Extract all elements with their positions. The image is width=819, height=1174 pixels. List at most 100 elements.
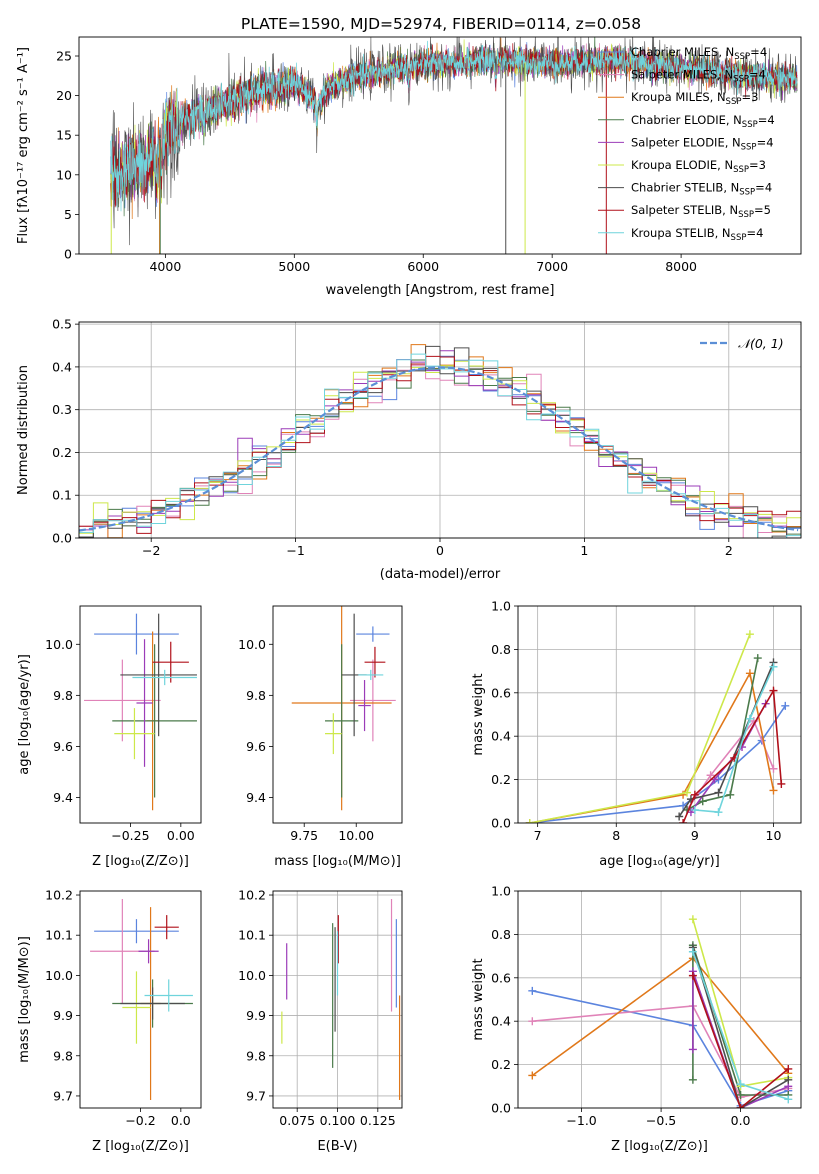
weight_vs_Z-marker-cs-2	[784, 1075, 793, 1084]
age_vs_Z-point-ks	[132, 669, 197, 686]
weight_vs_age-marker-km-3	[769, 786, 778, 795]
spectrum-ytick-label-4: 20	[56, 88, 72, 103]
age_vs_Z-point-se	[136, 639, 153, 767]
weight_vs_Z-xtick-label-0: −1.0	[566, 1113, 596, 1128]
weight_vs_age-ytick-label-5: 1.0	[491, 599, 511, 614]
weight_vs_age-ytick-label-0: 0.0	[491, 816, 511, 831]
spectrum-xtick-label-1: 5000	[278, 259, 310, 274]
spectrum-xtick-label-2: 6000	[407, 259, 439, 274]
legend-ssp-ce: 4	[767, 113, 774, 127]
weight_vs_age-ytick-label-2: 0.4	[491, 729, 511, 744]
weight_vs_age-marker-ks-1	[714, 808, 723, 817]
legend-item-se: Salpeter ELODIE, NSSP=4	[598, 135, 774, 152]
legend-eq-se: =	[757, 135, 767, 149]
residuals-xtick-label-1: −1	[286, 543, 304, 558]
age_vs_mass-point-sm	[349, 659, 396, 742]
age_vs_Z-xtick-label-1: 0.00	[167, 828, 195, 843]
weight_vs_age-marker-km-2	[745, 669, 754, 678]
mass_vs_EBV-ytick-label-0: 9.7	[246, 1088, 266, 1103]
legend-item-cm: Chabrier MILES, NSSP=4	[598, 45, 767, 62]
mass_vs_Z-point-se	[138, 939, 159, 964]
legend-ssp-cm: 4	[760, 45, 767, 59]
legend-eq-ke: =	[749, 158, 759, 172]
weight_vs_age-xtick-label-0: 7	[534, 828, 542, 843]
legend-item-ce: Chabrier ELODIE, NSSP=4	[598, 113, 775, 130]
weight_vs_Z-frame	[517, 890, 802, 1109]
age_vs_mass-xtick-label-0: 9.75	[290, 828, 318, 843]
legend-subscript-se: SSP	[741, 142, 757, 152]
residuals-ytick-label-5: 0.5	[52, 317, 72, 332]
mass_vs_Z-ytick-label-3: 10.0	[45, 968, 73, 983]
age_vs_Z-ytick-label-2: 9.8	[53, 688, 73, 703]
age_vs_Z-ytick-label-0: 9.4	[53, 790, 73, 805]
age_vs_Z-panel: −0.25 0.00 9.4 9.6 9.8 10.0 Z [log₁₀(Z/Z⊙)] age…	[17, 605, 202, 869]
legend-item-sm: Salpeter MILES, NSSP=4	[598, 68, 766, 85]
spectrum-plot-area	[110, 37, 798, 254]
legend-label-ce: Chabrier ELODIE, NSSP=4	[631, 113, 775, 130]
legend-label-cm: Chabrier MILES, NSSP=4	[631, 45, 767, 62]
age_vs_mass-point-cm	[356, 626, 390, 642]
weight_vs_age-marker-sm-1	[706, 771, 715, 780]
legend-eq-sm: =	[749, 68, 759, 82]
weight_vs_Z-ytick-label-5: 1.0	[491, 884, 511, 899]
residuals-hist-cs	[79, 345, 801, 538]
legend-eq-ks: =	[746, 226, 756, 240]
legend-subscript-ce: SSP	[742, 120, 758, 130]
legend-label-sm: Salpeter MILES, NSSP=4	[631, 68, 766, 85]
weight_vs_age-marker-ke-2	[745, 630, 754, 639]
age_vs_Z-xlabel: Z [log₁₀(Z/Z⊙)]	[92, 854, 189, 869]
age_vs_mass-point-se	[358, 680, 371, 732]
weight_vs_Z-line-sm	[532, 1005, 789, 1099]
mass_vs_EBV-xtick-label-2: 0.125	[360, 1113, 396, 1128]
legend-item-cs: Chabrier STELIB, NSSP=4	[598, 181, 772, 198]
mass_vs_EBV-plot-area	[281, 899, 401, 1100]
legend-eq-cs: =	[755, 181, 765, 195]
legend-label-text-km: Kroupa MILES, N	[631, 90, 726, 104]
age_vs_Z-plot-area	[84, 613, 197, 811]
residuals-xtick-label-4: 2	[725, 543, 733, 558]
spectrum-ytick-label-1: 5	[64, 207, 72, 222]
spectrum-xtick-label-4: 8000	[665, 259, 697, 274]
mass_vs_Z-point-cs	[120, 987, 185, 1020]
spectrum-frame	[78, 36, 802, 255]
residuals-normal-curve	[79, 366, 799, 532]
weight_vs_age-marker-ss-4	[777, 779, 786, 788]
age_vs_mass-xtick-label-1: 10.00	[338, 828, 374, 843]
age_vs_Z-point-cs	[120, 613, 197, 737]
age_vs_Z-point-ce	[112, 644, 197, 798]
mass_vs_EBV-panel: 0.075 0.100 0.125 9.7 9.8 9.9 10.0 10.1 10.2 E(B-…	[238, 888, 403, 1154]
legend-ssp-cs: 4	[765, 181, 772, 195]
mass_vs_Z-ylabel: mass [log₁₀(M/M⊙)]	[17, 936, 32, 1063]
age_vs_Z-point-sm	[84, 659, 161, 742]
age_vs_mass-plot-area	[291, 606, 396, 811]
weight_vs_Z-plot-area	[528, 915, 793, 1108]
mass_vs_Z-ytick-label-0: 9.7	[53, 1088, 73, 1103]
legend-ssp-km: 3	[751, 90, 758, 104]
weight_vs_age-marker-ks-3	[769, 662, 778, 671]
legend-label-km: Kroupa MILES, NSSP=3	[631, 90, 758, 107]
weight_vs_Z-marker-km-0	[528, 1071, 537, 1080]
weight_vs_Z-line-cs	[692, 947, 789, 1108]
weight_vs_age-marker-ce-1	[698, 797, 707, 806]
legend-subscript-cm: SSP	[734, 52, 750, 62]
weight_vs_Z-xlabel: Z [log₁₀(Z/Z⊙)]	[611, 1139, 708, 1154]
mass_vs_EBV-xtick-label-0: 0.075	[279, 1113, 315, 1128]
legend-subscript-ke: SSP	[733, 165, 749, 175]
mass_vs_Z-plot-area	[90, 899, 193, 1100]
weight_vs_age-ytick-label-4: 0.8	[491, 642, 511, 657]
age_vs_mass-ytick-label-3: 10.0	[238, 637, 266, 652]
legend-item-ks: Kroupa STELIB, NSSP=4	[598, 226, 763, 243]
weight_vs_Z-marker-ks-2	[784, 1095, 793, 1104]
residuals-hist-ks	[79, 353, 801, 538]
weight_vs_Z-marker-ss-1	[736, 1104, 745, 1108]
age_vs_Z-point-ke	[114, 708, 155, 760]
legend-subscript-cs: SSP	[739, 188, 755, 198]
weight_vs_Z-xtick-label-2: 0.0	[731, 1113, 751, 1128]
weight_vs_age-xtick-label-1: 8	[612, 828, 620, 843]
weight_vs_Z-marker-cm-0	[528, 986, 537, 995]
legend-label-ks: Kroupa STELIB, NSSP=4	[631, 226, 763, 243]
weight_vs_age-marker-cm-4	[781, 701, 790, 710]
weight_vs_Z-marker-se-0	[688, 1045, 697, 1054]
age_vs_mass-ytick-label-0: 9.4	[246, 790, 266, 805]
